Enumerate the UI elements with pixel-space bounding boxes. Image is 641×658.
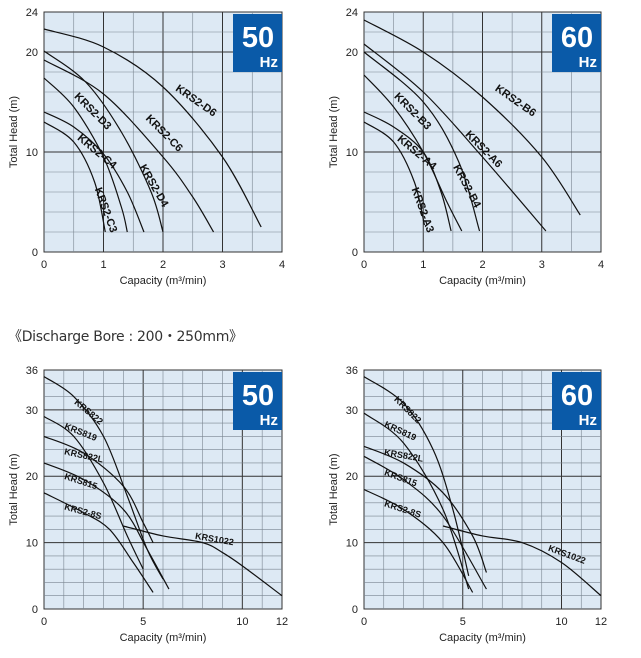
y-tick-label: 20 bbox=[346, 47, 358, 59]
curve-krs2-a3 bbox=[363, 121, 426, 226]
frequency-badge bbox=[233, 14, 282, 72]
x-tick-label: 12 bbox=[276, 616, 288, 628]
y-tick-label: 24 bbox=[346, 7, 358, 19]
curve-krs819 bbox=[43, 415, 144, 570]
curve-krs2-a4 bbox=[363, 111, 452, 232]
discharge-bore-caption: 《Discharge Bore : 200・250mm》 bbox=[8, 329, 243, 345]
x-tick-label: 3 bbox=[539, 259, 545, 271]
frequency-badge bbox=[233, 372, 282, 430]
x-tick-label: 0 bbox=[41, 259, 47, 271]
x-tick-label: 0 bbox=[361, 259, 367, 271]
badge-unit: Hz bbox=[579, 412, 597, 429]
y-axis-label: Total Head (m) bbox=[8, 453, 20, 525]
x-axis-label: Capacity (m³/min) bbox=[120, 632, 207, 644]
x-tick-label: 2 bbox=[160, 259, 166, 271]
curve-krs2-c4 bbox=[43, 111, 145, 233]
badge-unit: Hz bbox=[260, 412, 278, 429]
y-tick-label: 0 bbox=[352, 604, 358, 616]
chart-svg: 0 1 2 3 4 0 10 20 24 Capacity (m³/min) Total Head … bbox=[328, 7, 604, 287]
x-tick-label: 3 bbox=[219, 259, 225, 271]
x-tick-label: 10 bbox=[236, 616, 248, 628]
x-tick-label: 1 bbox=[100, 259, 106, 271]
y-tick-label: 10 bbox=[346, 538, 358, 550]
chart-svg: 0 1 2 3 4 0 10 20 24 Capacity (m³/min) Total Head … bbox=[8, 7, 285, 287]
frequency-badge bbox=[552, 14, 601, 72]
chart-50hz-small: 0 1 2 3 4 0 10 20 24 Capacity (m³/min) Total Head … bbox=[0, 0, 300, 300]
frequency-badge bbox=[552, 372, 601, 430]
badge-frequency: 60 bbox=[561, 380, 593, 412]
y-axis-label: Total Head (m) bbox=[8, 96, 20, 168]
y-tick-label: 30 bbox=[26, 405, 38, 417]
curve-krs1022 bbox=[442, 525, 602, 597]
chart-60hz-small: 0 1 2 3 4 0 10 20 24 Capacity (m³/min) Total Head … bbox=[320, 0, 620, 300]
chart-svg: 0 5 10 12 0 10 20 30 36 Capacity (m³/min) Total He… bbox=[8, 365, 288, 644]
x-axis-label: Capacity (m³/min) bbox=[439, 275, 526, 287]
chart-svg: 0 5 10 12 0 10 20 30 36 Capacity (m³/min) Total He… bbox=[328, 365, 607, 644]
curve-krs815 bbox=[363, 455, 487, 590]
badge-frequency: 50 bbox=[242, 380, 274, 412]
y-tick-label: 10 bbox=[26, 538, 38, 550]
x-tick-label: 2 bbox=[479, 259, 485, 271]
curve-krs2-8s bbox=[363, 488, 474, 593]
x-tick-label: 4 bbox=[598, 259, 604, 271]
x-tick-label: 0 bbox=[361, 616, 367, 628]
y-tick-label: 30 bbox=[346, 405, 358, 417]
curve-krs2-d4 bbox=[43, 50, 164, 233]
y-tick-label: 10 bbox=[346, 147, 358, 159]
y-tick-label: 20 bbox=[346, 471, 358, 483]
x-axis-label: Capacity (m³/min) bbox=[120, 275, 207, 287]
chart-60hz-large: 0 5 10 12 0 10 20 30 36 Capacity (m³/min) Total He… bbox=[320, 358, 620, 658]
curve-krs2-d6 bbox=[43, 28, 262, 228]
curve-krs822l bbox=[43, 435, 154, 543]
y-tick-label: 10 bbox=[26, 147, 38, 159]
chart-50hz-large: 0 5 10 12 0 10 20 30 36 Capacity (m³/min) Total He… bbox=[0, 358, 300, 658]
y-tick-label: 24 bbox=[26, 7, 38, 19]
curve-krs2-d3 bbox=[43, 77, 128, 233]
curve-krs2-8s bbox=[43, 492, 154, 593]
y-tick-label: 20 bbox=[26, 47, 38, 59]
curve-krs1022 bbox=[123, 525, 283, 597]
curve-krs2-a6 bbox=[363, 43, 547, 232]
x-tick-label: 5 bbox=[460, 616, 466, 628]
x-tick-label: 4 bbox=[279, 259, 285, 271]
curve-krs815 bbox=[43, 462, 170, 590]
curve-krs2-b4 bbox=[363, 51, 481, 232]
curve-krs2-c6 bbox=[43, 59, 215, 233]
y-tick-label: 36 bbox=[26, 365, 38, 377]
curve-krs2-b6 bbox=[363, 19, 581, 216]
y-tick-label: 36 bbox=[346, 365, 358, 377]
x-tick-label: 10 bbox=[555, 616, 567, 628]
y-tick-label: 20 bbox=[26, 471, 38, 483]
x-tick-label: 5 bbox=[140, 616, 146, 628]
curve-krs822l bbox=[363, 445, 488, 573]
y-axis-label: Total Head (m) bbox=[328, 96, 340, 168]
badge-unit: Hz bbox=[579, 54, 597, 71]
y-tick-label: 0 bbox=[352, 247, 358, 259]
y-axis-label: Total Head (m) bbox=[328, 453, 340, 525]
x-tick-label: 12 bbox=[595, 616, 607, 628]
badge-unit: Hz bbox=[260, 54, 278, 71]
curve-krs2-c3 bbox=[43, 121, 106, 233]
x-axis-label: Capacity (m³/min) bbox=[439, 632, 526, 644]
y-tick-label: 0 bbox=[32, 604, 38, 616]
y-tick-label: 0 bbox=[32, 247, 38, 259]
x-tick-label: 0 bbox=[41, 616, 47, 628]
curve-krs819 bbox=[363, 412, 470, 590]
badge-frequency: 60 bbox=[561, 22, 593, 54]
x-tick-label: 1 bbox=[420, 259, 426, 271]
curve-krs822 bbox=[363, 376, 470, 576]
badge-frequency: 50 bbox=[242, 22, 274, 54]
